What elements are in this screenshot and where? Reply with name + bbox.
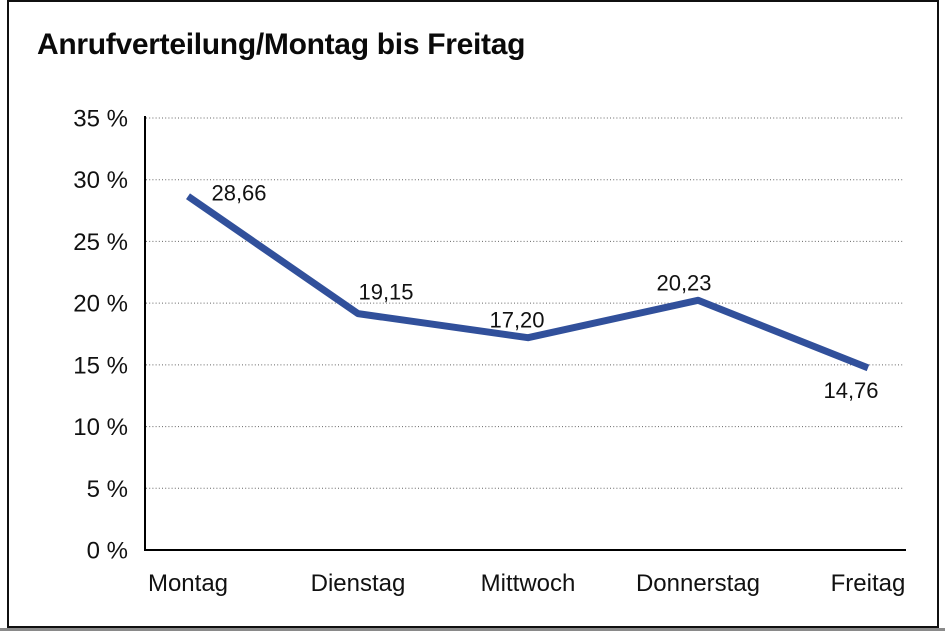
y-tick-label: 5 % [87,476,128,503]
x-tick-label: Freitag [831,570,906,597]
x-tick-label: Donnerstag [636,570,760,597]
y-tick-label: 0 % [87,538,128,565]
data-point-label: 14,76 [823,378,878,403]
y-tick-label: 15 % [73,352,128,379]
series-line [186,193,870,372]
x-tick-label: Dienstag [311,570,406,597]
y-tick-label: 20 % [73,291,128,318]
y-tick-label: 35 % [73,106,128,133]
data-point-label: 17,20 [489,308,544,333]
x-tick-label: Montag [148,570,228,597]
chart-title: Anrufverteilung/Montag bis Freitag [37,28,526,61]
y-tick-label: 25 % [73,229,128,256]
data-point-label: 28,66 [211,180,266,205]
data-point-label: 20,23 [656,270,711,295]
y-tick-label: 10 % [73,414,128,441]
y-tick-label: 30 % [73,167,128,194]
data-point-label: 19,15 [358,280,413,305]
chart-frame [7,0,939,628]
bottom-edge-strip [0,628,945,631]
x-tick-label: Mittwoch [481,570,576,597]
